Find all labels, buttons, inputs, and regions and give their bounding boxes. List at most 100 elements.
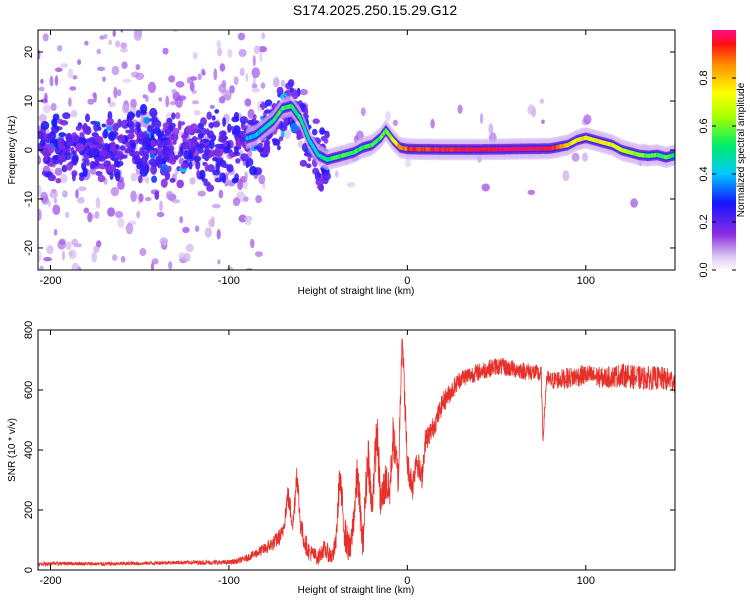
colorbar-tick-label: 0.0 — [698, 262, 710, 277]
spectrogram-cluster-blob — [142, 136, 152, 145]
spectrogram-noise-blob — [40, 78, 44, 84]
spectrogram-noise-blob — [147, 81, 156, 93]
spectrogram-noise-blob — [258, 46, 268, 53]
spectrogram-noise-blob — [38, 184, 42, 197]
spectrogram-cluster-blob — [235, 158, 241, 164]
spectrogram-noise-blob — [96, 240, 102, 248]
spectrogram-cluster-blob — [317, 185, 323, 190]
spectrogram-xlabel: Height of straight line (km) — [298, 286, 415, 297]
spectrogram-noise-blob — [138, 193, 144, 203]
spectrogram-cluster-blob — [106, 117, 114, 126]
spectrogram-cluster-blob — [254, 145, 260, 150]
spectrogram-noise-blob — [250, 238, 255, 249]
spectrogram-noise-blob — [175, 112, 181, 119]
spectrogram-noise-blob — [175, 96, 184, 108]
colorbar-label: Normalized spectral amplitude — [736, 82, 747, 217]
spectrogram-noise-blob — [148, 278, 153, 285]
spectrogram-cluster-blob — [280, 130, 285, 138]
spectrogram-cluster-blob — [199, 169, 206, 180]
spectrogram-cluster-blob — [209, 122, 214, 129]
snr-x-tick-label: 100 — [577, 575, 595, 587]
spectrogram-cluster-blob — [112, 122, 119, 132]
spectrogram-cluster-blob — [307, 155, 312, 162]
spectrogram-cluster-blob — [204, 162, 209, 172]
snr-background — [38, 330, 675, 570]
spectrogram-noise-blob — [146, 276, 149, 287]
snr-xlabel: Height of straight line (km) — [298, 585, 415, 596]
spectrogram-noise-blob — [38, 155, 41, 165]
spectrogram-noise-blob — [59, 238, 66, 245]
spectrogram-noise-blob — [404, 158, 411, 168]
spectrogram-noise-blob — [183, 252, 191, 262]
spectrogram-noise-blob — [139, 248, 147, 256]
spectrogram-noise-blob — [49, 75, 54, 87]
spectrogram-cluster-blob — [48, 145, 55, 154]
spectrogram-noise-blob — [258, 273, 266, 278]
spectrogram-noise-blob — [252, 75, 256, 86]
spectrogram-cluster-blob — [60, 154, 66, 160]
spectrogram-cluster-blob — [176, 179, 184, 189]
spectrogram-cluster-blob — [211, 115, 216, 121]
spectrogram-noise-blob — [479, 113, 484, 125]
spectrogram-cluster-blob — [311, 128, 318, 136]
spectrogram-cluster-blob — [78, 172, 86, 178]
spectrogram-cluster-blob — [171, 112, 176, 120]
spectrogram-cluster-blob — [57, 144, 66, 150]
spectrogram-cluster-blob — [82, 122, 88, 133]
spectrogram-cluster-blob — [125, 129, 131, 134]
spectrogram-cluster-blob — [49, 131, 56, 140]
spectrogram-noise-blob — [182, 226, 190, 234]
spectrogram-noise-blob — [135, 64, 141, 71]
spectrogram-noise-blob — [539, 98, 545, 104]
spectrogram-noise-blob — [42, 33, 49, 42]
spectrogram-noise-blob — [168, 75, 176, 83]
spectrogram-y-tick-label: -10 — [23, 191, 35, 207]
spectrogram-cluster-blob — [103, 128, 109, 139]
spectrogram-noise-blob — [130, 98, 137, 109]
spectrogram-noise-blob — [130, 190, 137, 203]
spectrogram-noise-blob — [116, 89, 122, 97]
spectrogram-cluster-blob — [148, 150, 157, 155]
spectrogram-noise-blob — [243, 196, 249, 203]
spectrogram-cluster-blob — [218, 143, 225, 150]
colorbar-tick-label: 0.6 — [698, 118, 710, 133]
spectrogram-noise-blob — [96, 48, 101, 55]
spectrogram-cluster-blob — [120, 119, 130, 129]
spectrogram-noise-blob — [218, 96, 226, 104]
spectrogram-noise-blob — [219, 63, 226, 72]
spectrogram-cluster-blob — [214, 177, 223, 183]
spectrogram-noise-blob — [121, 61, 128, 69]
spectrogram-cluster-blob — [143, 152, 150, 160]
snr-y-tick-label: 400 — [23, 441, 35, 459]
spectrogram-noise-blob — [86, 0, 94, 2]
spectrogram-cluster-blob — [66, 162, 73, 171]
spectrogram-noise-blob — [38, 250, 42, 263]
spectrogram-cluster-blob — [157, 134, 163, 141]
spectrogram-cluster-blob — [113, 160, 120, 168]
spectrogram-cluster-blob — [180, 134, 189, 139]
spectrogram-cluster-blob — [253, 114, 257, 120]
spectrogram-cluster-blob — [171, 127, 180, 136]
spectrogram-noise-blob — [360, 107, 366, 116]
spectrogram-cluster-blob — [246, 157, 254, 167]
spectrogram-cluster-blob — [315, 178, 325, 186]
spectrogram-cluster-blob — [141, 160, 148, 166]
spectrogram-cluster-blob — [117, 134, 126, 144]
spectrogram-noise-blob — [62, 190, 67, 196]
spectrogram-noise-blob — [103, 33, 108, 40]
spectrogram-noise-blob — [115, 210, 123, 219]
spectrogram-noise-blob — [39, 13, 45, 20]
snr-panel: -200 -100 0 100 0 200 400 600 800 Height of str… — [7, 321, 676, 596]
spectrogram-noise-blob — [86, 270, 94, 282]
spectrogram-cluster-blob — [222, 117, 227, 127]
spectrogram-noise-blob — [77, 196, 85, 204]
spectrogram-noise-blob — [527, 104, 535, 115]
spectrogram-noise-blob — [44, 2, 53, 12]
spectrogram-noise-blob — [253, 45, 261, 54]
spectrogram-noise-blob — [232, 197, 241, 207]
spectrogram-noise-blob — [217, 47, 223, 57]
spectrogram-cluster-blob — [150, 139, 157, 148]
spectrogram-noise-blob — [110, 186, 120, 197]
spectrogram-cluster-blob — [291, 89, 299, 100]
